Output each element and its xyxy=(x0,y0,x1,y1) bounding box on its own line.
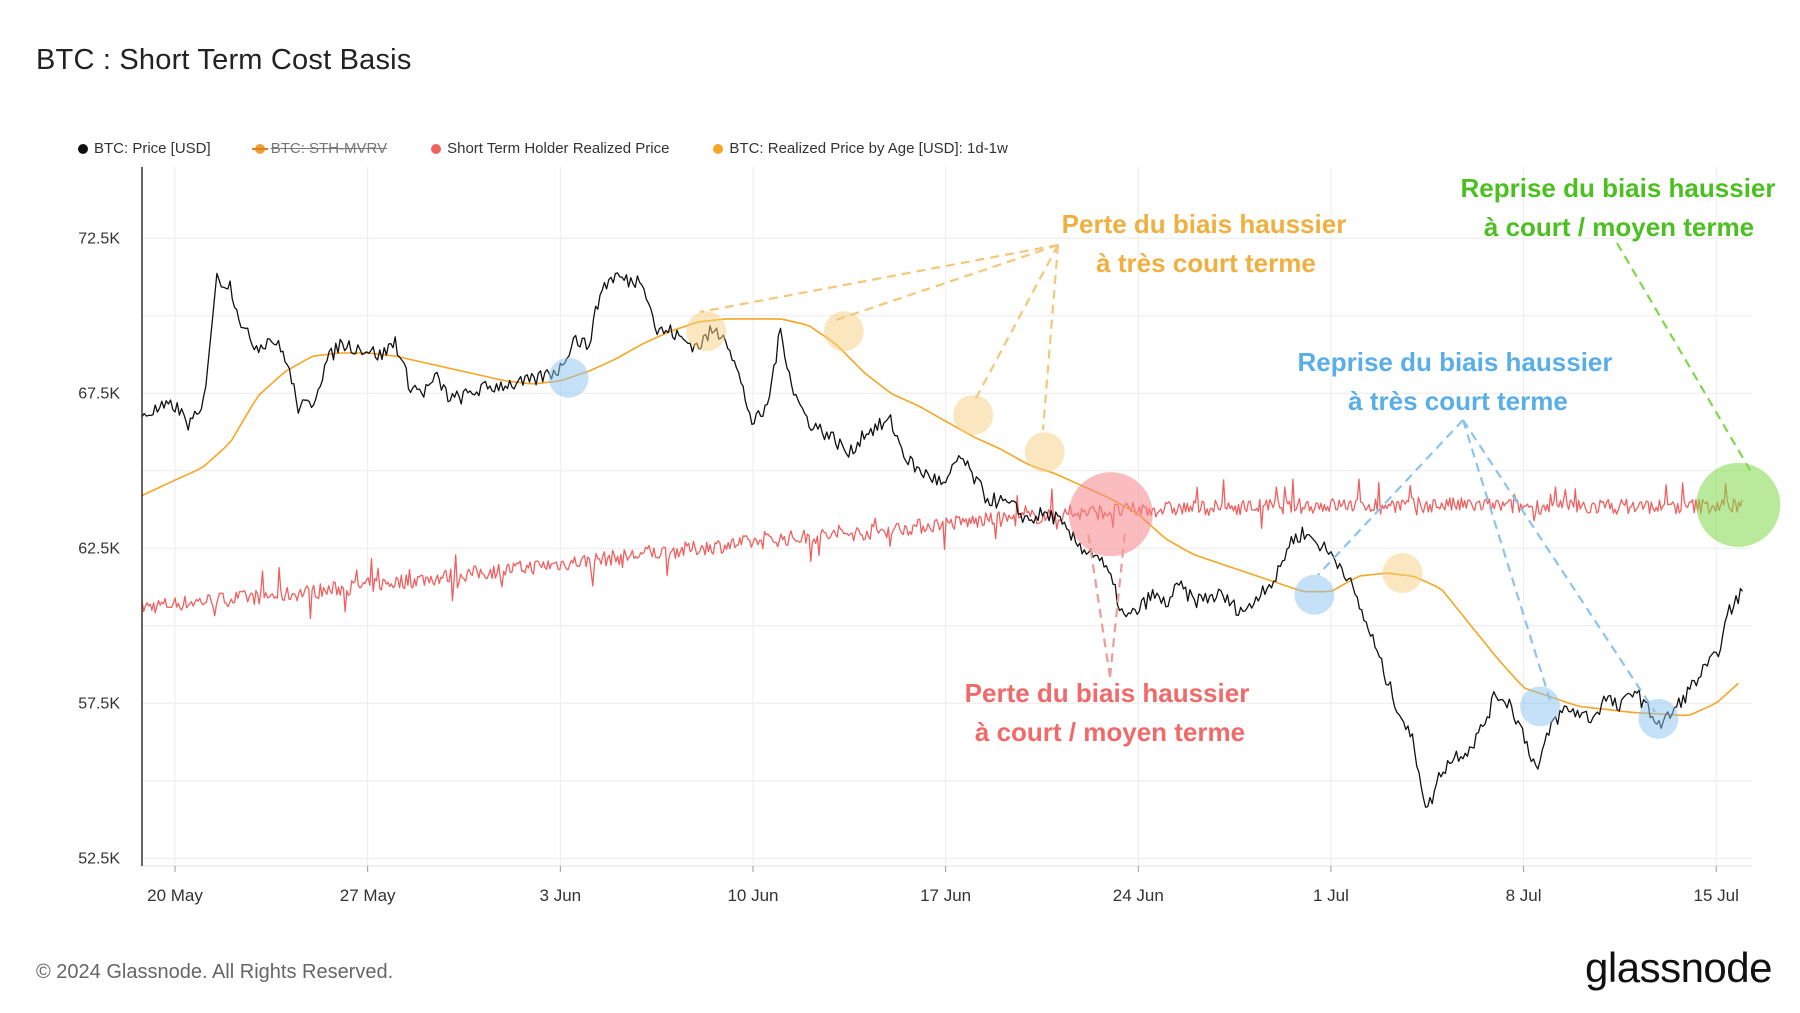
highlight-circle-blue xyxy=(1520,686,1561,727)
highlight-circle-blue xyxy=(1294,574,1335,615)
series-layer xyxy=(141,272,1744,808)
annotation-pointer-orange xyxy=(1041,244,1060,431)
series-realized-price-1d-1w xyxy=(141,318,1739,717)
annotation-pointer-red xyxy=(1108,531,1127,678)
x-tick-label: 27 May xyxy=(340,886,396,905)
series-sth-realized-price xyxy=(141,478,1743,620)
annotation-green-line2: à court / moyen terme xyxy=(1484,212,1754,242)
highlight-circle-orange xyxy=(1024,432,1065,473)
axis-labels: 72.5K 67.5K 62.5K 57.5K 52.5K 20 May 27 May 3 J… xyxy=(78,230,1739,905)
annotation-pointer-orange xyxy=(829,243,1059,324)
annotation-orange-line2: à très court terme xyxy=(1096,248,1316,278)
x-tick-label: 10 Jun xyxy=(727,886,778,905)
annotation-pointer-blue xyxy=(1461,419,1552,701)
annotation-pointer-orange xyxy=(974,244,1059,401)
highlight-layer xyxy=(548,311,1781,739)
legend-dot-realized-age xyxy=(713,143,724,154)
highlight-circle-green xyxy=(1696,462,1781,547)
legend-item-sth-mvrv[interactable]: BTC: STH-MVRV xyxy=(251,140,388,157)
x-tick-label: 20 May xyxy=(147,886,203,905)
highlight-circle-red xyxy=(1068,472,1153,557)
x-tick-label: 1 Jul xyxy=(1313,886,1349,905)
legend-dot-price xyxy=(78,143,88,154)
series-btc-price xyxy=(141,272,1744,808)
legend-label: BTC: Realized Price by Age [USD]: 1d-1w xyxy=(729,140,1008,157)
annotation-pointer-blue xyxy=(1317,419,1464,576)
legend-label: Short Term Holder Realized Price xyxy=(447,140,670,157)
y-tick-label: 72.5K xyxy=(78,230,120,247)
x-tick-label: 15 Jul xyxy=(1694,886,1739,905)
legend-dot-sth-realized xyxy=(431,143,442,154)
x-tick-label: 8 Jul xyxy=(1506,886,1542,905)
annotation-red-line1: Perte du biais haussier xyxy=(965,678,1250,708)
legend-label: BTC: Price [USD] xyxy=(94,140,211,157)
annotation-pointer-blue xyxy=(1462,419,1656,713)
y-tick-label: 62.5K xyxy=(78,540,120,557)
annotation-green-line1: Reprise du biais haussier xyxy=(1460,173,1775,203)
annotation-pointer-red xyxy=(1086,531,1112,678)
highlight-circle-orange xyxy=(823,311,864,352)
grid xyxy=(142,167,1752,867)
highlight-circle-orange xyxy=(1382,553,1423,594)
x-tick-label: 3 Jun xyxy=(540,886,582,905)
annotation-pointer-green xyxy=(1616,242,1751,471)
legend-item-sth-realized[interactable]: Short Term Holder Realized Price xyxy=(431,140,669,157)
x-tick-label: 17 Jun xyxy=(920,886,971,905)
legend-label: BTC: STH-MVRV xyxy=(270,140,388,157)
x-tick-label: 24 Jun xyxy=(1113,886,1164,905)
highlight-circle-orange xyxy=(953,394,994,435)
annotation-orange-line1: Perte du biais haussier xyxy=(1062,209,1347,239)
annotation-pointer-orange xyxy=(699,243,1059,314)
legend-item-price[interactable]: BTC: Price [USD] xyxy=(78,140,211,157)
y-tick-label: 52.5K xyxy=(78,850,120,867)
glassnode-logo[interactable]: glassnode xyxy=(1585,944,1772,991)
chart-title: BTC : Short Term Cost Basis xyxy=(36,44,412,76)
legend-item-realized-age[interactable]: BTC: Realized Price by Age [USD]: 1d-1w xyxy=(713,140,1008,157)
annotation-blue-line2: à très court terme xyxy=(1348,386,1568,416)
highlight-circle-orange xyxy=(686,311,727,352)
annotation-lines xyxy=(699,242,1751,713)
annotation-red-line2: à court / moyen terme xyxy=(975,717,1245,747)
highlight-circle-blue xyxy=(1638,698,1679,739)
legend-dot-sth-mvrv xyxy=(251,143,268,154)
legend: BTC: Price [USD] BTC: STH-MVRV Short Ter… xyxy=(78,140,1052,157)
y-tick-label: 67.5K xyxy=(78,385,120,402)
annotation-blue-line1: Reprise du biais haussier xyxy=(1297,347,1612,377)
highlight-circle-blue xyxy=(548,357,589,398)
copyright: © 2024 Glassnode. All Rights Reserved. xyxy=(36,961,394,983)
y-tick-label: 57.5K xyxy=(78,695,120,712)
